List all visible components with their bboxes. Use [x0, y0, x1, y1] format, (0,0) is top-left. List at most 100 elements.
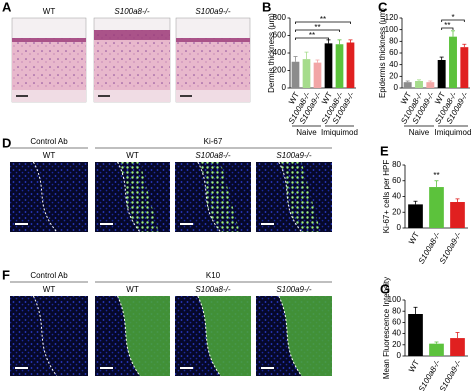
k10-stain — [117, 296, 170, 376]
significance: ** — [320, 15, 326, 24]
bar — [450, 202, 465, 228]
group-label: Control Ab — [30, 271, 68, 280]
panel-letter: B — [262, 0, 271, 14]
group-label: Naive — [409, 128, 430, 137]
image-label: WT — [43, 7, 56, 16]
significance: ** — [433, 171, 439, 180]
y-tick-label: 0 — [282, 83, 287, 92]
y-tick-label: 100 — [385, 25, 399, 34]
he-fat — [94, 90, 170, 102]
group-label: Naive — [296, 128, 317, 137]
image-label: S100a9-/- — [195, 7, 230, 16]
y-tick-label: 20 — [392, 207, 401, 216]
group-label: K10 — [206, 271, 221, 280]
y-axis-label: Dermis thickness (μm) — [267, 13, 276, 93]
y-tick-label: 80 — [392, 160, 401, 169]
significance-bracket — [441, 19, 465, 22]
basement-line — [197, 161, 221, 233]
image-label: S100a9-/- — [276, 285, 311, 294]
image-label: S100a9-/- — [276, 151, 311, 160]
panel-letter: A — [2, 0, 12, 14]
y-tick-label: 400 — [273, 48, 287, 57]
image-label: S100a8-/- — [195, 151, 230, 160]
image-label: WT — [43, 151, 56, 160]
y-axis-label: Ki-67+ cells per HPF — [382, 160, 391, 234]
he-fat — [12, 90, 86, 102]
significance: ** — [309, 31, 315, 40]
ki67-stain — [197, 162, 240, 232]
bar — [324, 43, 333, 88]
y-tick-label: 20 — [392, 340, 401, 349]
y-tick-label: 20 — [389, 71, 398, 80]
panel-letter: G — [380, 281, 390, 296]
he-epidermis — [176, 38, 250, 42]
bar — [346, 42, 355, 88]
group-label: Control Ab — [30, 137, 68, 146]
significance-bracket — [295, 29, 340, 32]
bar — [291, 61, 300, 88]
ki67-stain — [117, 162, 159, 232]
group-label: Imiquimod — [321, 128, 358, 137]
x-tick-label: WT — [407, 358, 421, 373]
bar — [408, 314, 423, 356]
bar — [335, 44, 344, 88]
basement-line — [32, 161, 58, 233]
basement-line — [117, 295, 141, 377]
bar — [449, 36, 457, 88]
bar — [415, 81, 423, 88]
image-label: S100a8-/- — [195, 285, 230, 294]
basement-line — [117, 161, 141, 233]
y-tick-label: 200 — [273, 66, 287, 75]
fluorescence-image — [10, 296, 88, 376]
panel-letter: F — [2, 267, 10, 282]
y-tick-label: 800 — [273, 13, 287, 22]
y-tick-label: 60 — [389, 48, 398, 57]
bar — [437, 60, 446, 88]
group-label: Imiquimod — [435, 128, 472, 137]
x-tick-label: WT — [407, 230, 421, 245]
y-tick-label: 0 — [397, 223, 402, 232]
y-tick-label: 120 — [385, 13, 399, 22]
y-tick-label: 40 — [392, 329, 401, 338]
he-tissue — [12, 38, 86, 90]
y-tick-label: 40 — [392, 192, 401, 201]
ki67-stain — [278, 162, 321, 232]
basement-line — [197, 295, 222, 377]
image-label: WT — [126, 151, 139, 160]
image-label: WT — [43, 285, 56, 294]
image-label: WT — [126, 285, 139, 294]
bar — [302, 59, 311, 88]
bar — [403, 82, 412, 88]
y-tick-label: 600 — [273, 31, 287, 40]
bar — [408, 204, 423, 228]
significance: ** — [314, 23, 320, 32]
significance: * — [451, 13, 454, 22]
y-tick-label: 60 — [392, 176, 401, 185]
fluorescence-image — [10, 162, 88, 232]
bar — [429, 187, 444, 228]
y-tick-label: 60 — [392, 318, 401, 327]
y-tick-label: 0 — [394, 83, 399, 92]
group-label: Ki-67 — [204, 137, 223, 146]
he-tissue — [176, 38, 250, 90]
bar — [450, 338, 465, 356]
y-axis-label: Epidermis thickness (μm) — [378, 8, 387, 98]
basement-line — [278, 295, 303, 377]
y-tick-label: 100 — [388, 295, 402, 304]
bar — [426, 82, 435, 88]
basement-line — [278, 161, 302, 233]
he-epidermis — [94, 30, 170, 40]
significance-bracket — [295, 21, 351, 24]
image-label: S100a8-/- — [114, 7, 149, 16]
k10-stain — [197, 296, 251, 376]
y-tick-label: 80 — [389, 36, 398, 45]
y-axis-label: Mean Fluorescence Intensity — [382, 277, 391, 379]
he-fat — [176, 90, 250, 102]
significance-bracket — [441, 27, 454, 30]
significance: ** — [444, 21, 450, 30]
bar — [460, 47, 469, 88]
bar — [429, 343, 444, 356]
y-tick-label: 80 — [392, 306, 401, 315]
k10-stain — [278, 296, 332, 376]
